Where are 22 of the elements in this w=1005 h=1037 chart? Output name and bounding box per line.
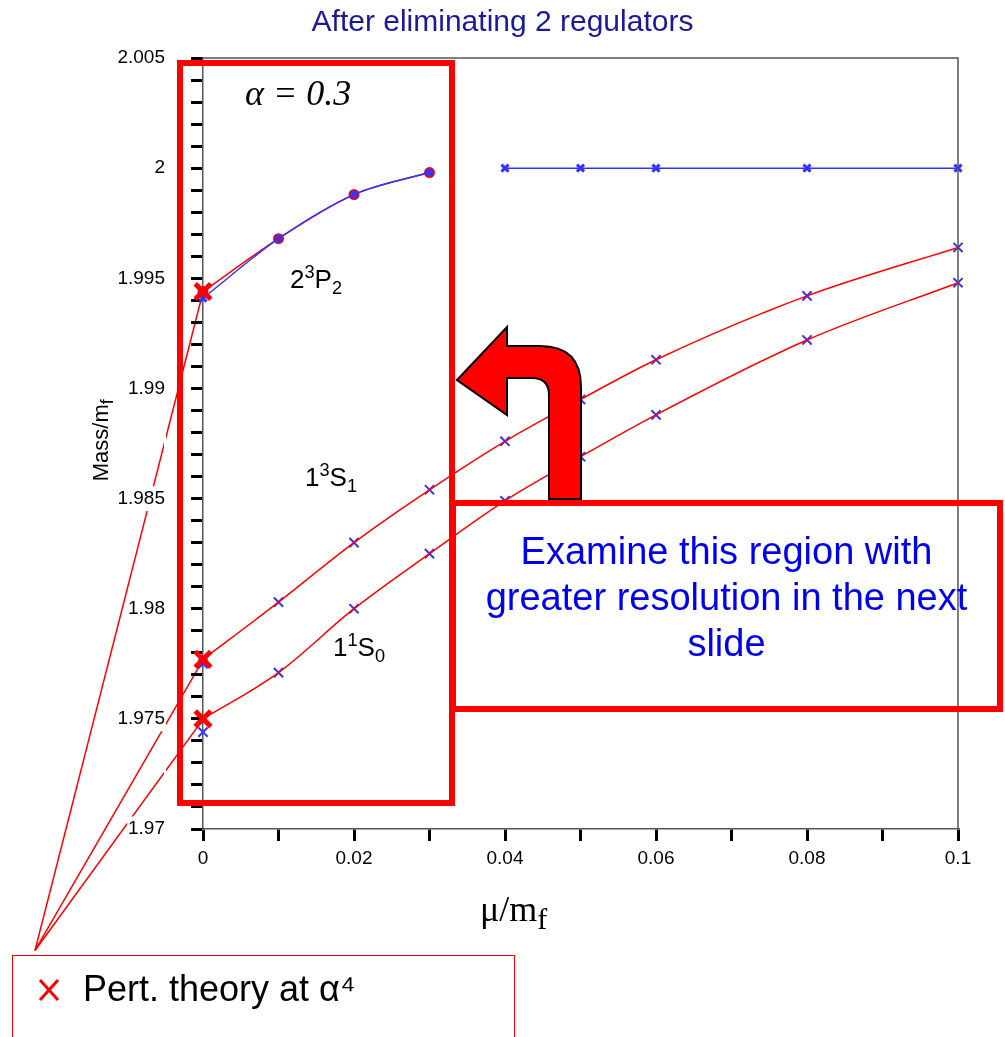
y-tick-label: 2 — [154, 156, 165, 178]
annotation: Examine this region with greater resolution in the next slide — [450, 500, 1003, 712]
annotation: 1$^{1}$S$_{0}$ — [333, 630, 386, 667]
legend-label: Pert. theory at α⁴ — [83, 968, 356, 1009]
x-tick-label: 0.06 — [637, 846, 675, 868]
x-tick-label: 0 — [197, 846, 209, 868]
x-tick-label: 0.08 — [788, 846, 826, 868]
y-tick-label: 2.005 — [117, 46, 165, 68]
annotation: 1$^{3}$S$_{1}$ — [305, 460, 358, 497]
y-tick-label: 1.99 — [128, 376, 165, 398]
x-axis-title: μ/m$_{f}$ — [480, 888, 548, 937]
y-tick-label: 1.985 — [117, 486, 165, 508]
annotation: 2$^{3}$P$_{2}$ — [290, 262, 343, 299]
x-tick-label: 0.04 — [486, 846, 524, 868]
y-tick-label: 1.995 — [117, 266, 165, 288]
annotation: α = 0.3 — [245, 72, 352, 114]
x-tick-label: 0.02 — [335, 846, 373, 868]
chart-title: After eliminating 2 regulators — [310, 4, 695, 38]
x-tick-label: 0.1 — [944, 846, 972, 868]
y-tick-label: 1.975 — [117, 707, 165, 729]
y-tick-label: 1.97 — [128, 817, 165, 839]
y-tick-label: 1.98 — [128, 596, 165, 618]
